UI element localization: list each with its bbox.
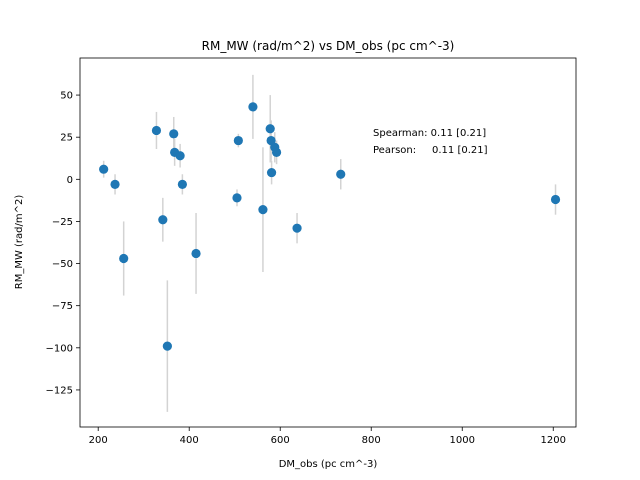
y-tick-label: −25 xyxy=(52,217,73,228)
x-axis: 200 400 600 800 1000 1200 xyxy=(89,427,566,446)
data-point xyxy=(158,215,168,225)
data-point xyxy=(265,124,275,134)
x-axis-label: DM_obs (pc cm^-3) xyxy=(279,459,378,470)
x-tick-label: 600 xyxy=(271,435,290,446)
data-point xyxy=(175,151,185,161)
y-tick-label: −50 xyxy=(52,259,73,270)
data-point xyxy=(119,253,129,264)
y-tick-label: −75 xyxy=(52,301,73,312)
data-point xyxy=(191,248,201,259)
data-point xyxy=(266,167,277,178)
x-tick-label: 1000 xyxy=(450,435,475,446)
data-point xyxy=(271,147,282,157)
data-point xyxy=(258,205,268,215)
plot-frame xyxy=(79,57,577,428)
chart-title: RM_MW (rad/m^2) vs DM_obs (pc cm^-3) xyxy=(202,39,455,53)
y-tick-label: 50 xyxy=(60,91,73,102)
spearman-annotation: Spearman: 0.11 [0.21] xyxy=(373,128,486,139)
x-tick-label: 800 xyxy=(362,435,381,446)
points-layer xyxy=(99,102,561,351)
x-tick-label: 200 xyxy=(89,435,108,446)
x-tick-label: 400 xyxy=(180,435,199,446)
y-tick-label: 0 xyxy=(67,175,73,186)
plot-area xyxy=(80,58,576,427)
data-point xyxy=(232,193,242,203)
pearson-annotation: Pearson: 0.11 [0.21] xyxy=(373,145,488,156)
data-point xyxy=(550,194,561,205)
data-point xyxy=(336,169,346,179)
y-tick-label: −125 xyxy=(46,385,73,396)
y-axis: −125 −100 −75 −50 −25 0 25 50 xyxy=(46,91,80,396)
y-axis-label: RM_MW (rad/m^2) xyxy=(14,195,25,290)
x-tick-label: 1200 xyxy=(541,435,566,446)
y-tick-label: 25 xyxy=(60,133,73,144)
data-point xyxy=(292,223,302,233)
data-point xyxy=(110,179,120,189)
y-tick-label: −100 xyxy=(46,343,73,354)
data-point xyxy=(248,102,258,112)
data-point xyxy=(162,341,172,351)
data-point xyxy=(151,125,162,136)
data-point xyxy=(233,135,243,146)
data-point xyxy=(177,179,187,189)
data-point xyxy=(266,135,276,146)
data-point xyxy=(169,129,179,139)
data-point xyxy=(99,164,109,174)
